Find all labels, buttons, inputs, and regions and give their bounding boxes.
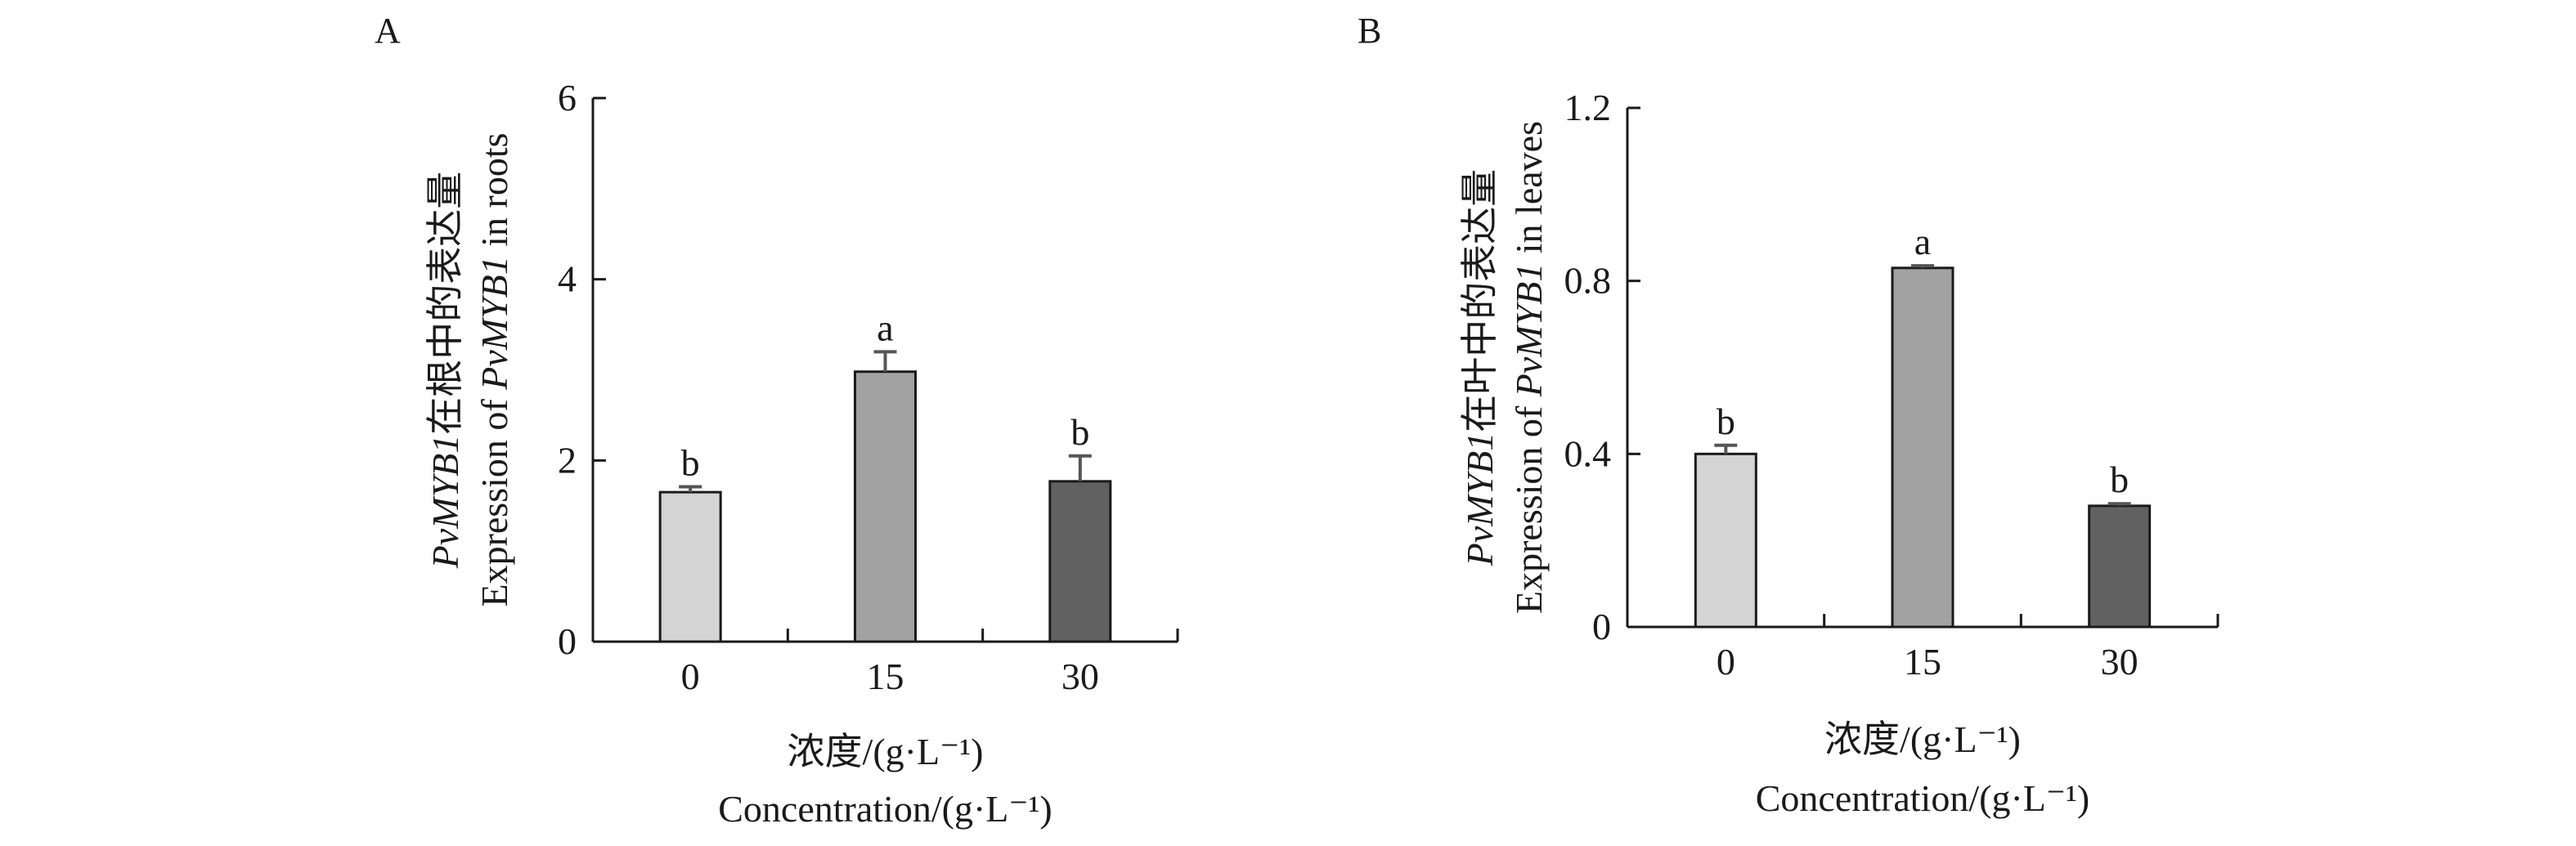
significance-letter: a <box>1914 221 1931 262</box>
y-axis-label-en: Expression of PvMYB1 in roots <box>473 132 515 607</box>
y-axis-label-en: Expression of PvMYB1 in leaves <box>1508 121 1550 614</box>
y-tick-label: 0.4 <box>1564 432 1612 474</box>
significance-letter: b <box>681 441 700 483</box>
x-tick-label: 0 <box>1717 641 1735 683</box>
x-axis-label-en: Concentration/(g·L⁻¹) <box>718 788 1052 830</box>
y-axis-label-cn: PvMYB1在根中的表达量 <box>424 172 466 570</box>
bar <box>2088 504 2152 629</box>
y-axis-label-cn: PvMYB1在叶中的表达量 <box>1459 169 1501 567</box>
significance-letter: b <box>1070 411 1089 453</box>
x-tick-label: 30 <box>2101 641 2138 683</box>
x-axis-label-cn: 浓度/(g·L⁻¹) <box>1824 718 2021 760</box>
y-tick-label: 2 <box>558 439 577 481</box>
significance-letter: b <box>1717 401 1735 442</box>
panel-b: B 0 0.4 0.8 1.2 b 0 a 15 b 30 浓度/(g·L⁻¹) Concentrati… <box>1358 11 2219 819</box>
x-tick-label: 15 <box>867 656 904 697</box>
significance-letter: b <box>2110 459 2129 500</box>
y-tick-label: 0 <box>558 620 577 662</box>
x-axis-label-cn: 浓度/(g·L⁻¹) <box>788 731 984 772</box>
y-tick-label: 4 <box>558 258 577 300</box>
y-tick-label: 0.8 <box>1564 260 1612 302</box>
panel-a: A 0 2 4 6 b 0 a 15 b 30 浓度/(g·L⁻¹) Concentration/(g·… <box>375 11 1179 830</box>
bar <box>658 490 722 643</box>
significance-letter: a <box>877 307 893 348</box>
y-tick-label: 6 <box>558 77 577 119</box>
panel-label: A <box>375 11 401 51</box>
x-tick-label: 15 <box>1904 641 1941 683</box>
bar <box>1891 266 1954 629</box>
y-tick-label: 1.2 <box>1564 87 1612 128</box>
bar <box>854 370 917 643</box>
x-tick-label: 30 <box>1061 656 1099 697</box>
x-tick-label: 0 <box>681 656 700 697</box>
bar <box>1048 480 1112 643</box>
y-tick-label: 0 <box>1592 606 1611 647</box>
panel-label: B <box>1358 11 1381 51</box>
x-axis-label-en: Concentration/(g·L⁻¹) <box>1756 777 2090 819</box>
bar <box>1694 452 1757 629</box>
